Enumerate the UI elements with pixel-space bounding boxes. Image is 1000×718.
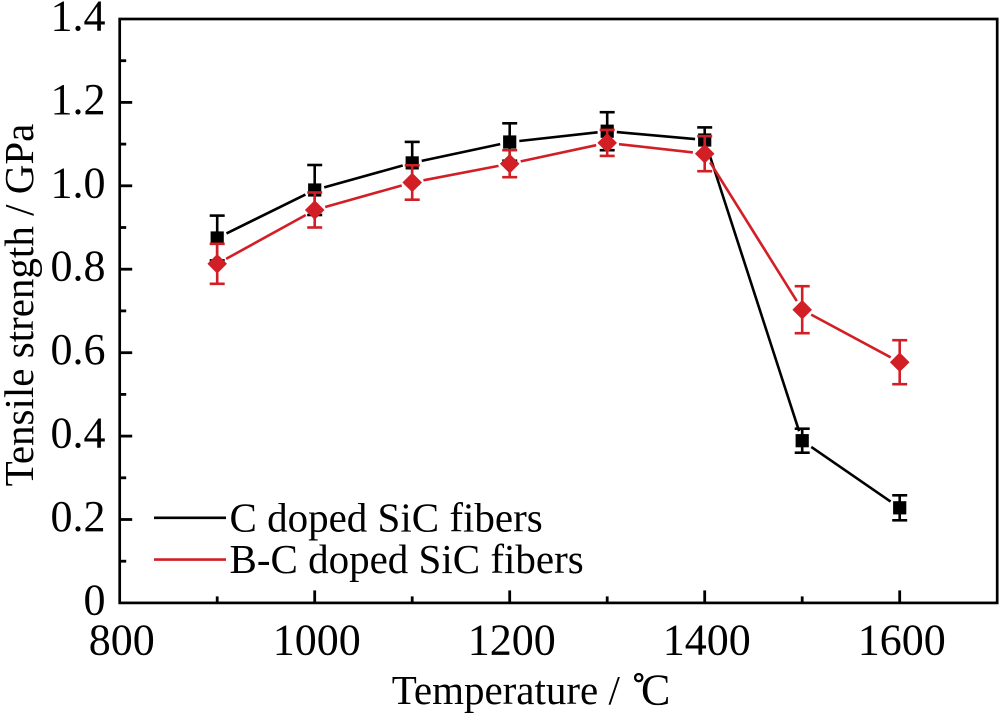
svg-text:0.2: 0.2 [51,492,106,541]
svg-text:1200: 1200 [468,616,556,665]
svg-text:C doped SiC fibers: C doped SiC fibers [230,494,543,540]
svg-text:0.8: 0.8 [51,242,106,291]
svg-text:B-C doped SiC fibers: B-C doped SiC fibers [230,536,584,582]
svg-text:Temperature /: Temperature / [392,667,621,713]
svg-text:0.6: 0.6 [51,325,106,374]
svg-text:0: 0 [84,575,106,624]
svg-text:1.0: 1.0 [51,158,106,207]
svg-text:Tensile strength / GPa: Tensile strength / GPa [0,124,42,487]
svg-text:1000: 1000 [273,616,361,665]
svg-text:800: 800 [89,616,155,665]
svg-text:1600: 1600 [858,616,946,665]
svg-text:1400: 1400 [663,616,751,665]
svg-text:1.4: 1.4 [51,0,106,41]
svg-text:1.2: 1.2 [51,75,106,124]
svg-text:0.4: 0.4 [51,409,106,458]
svg-text:C: C [641,665,670,713]
